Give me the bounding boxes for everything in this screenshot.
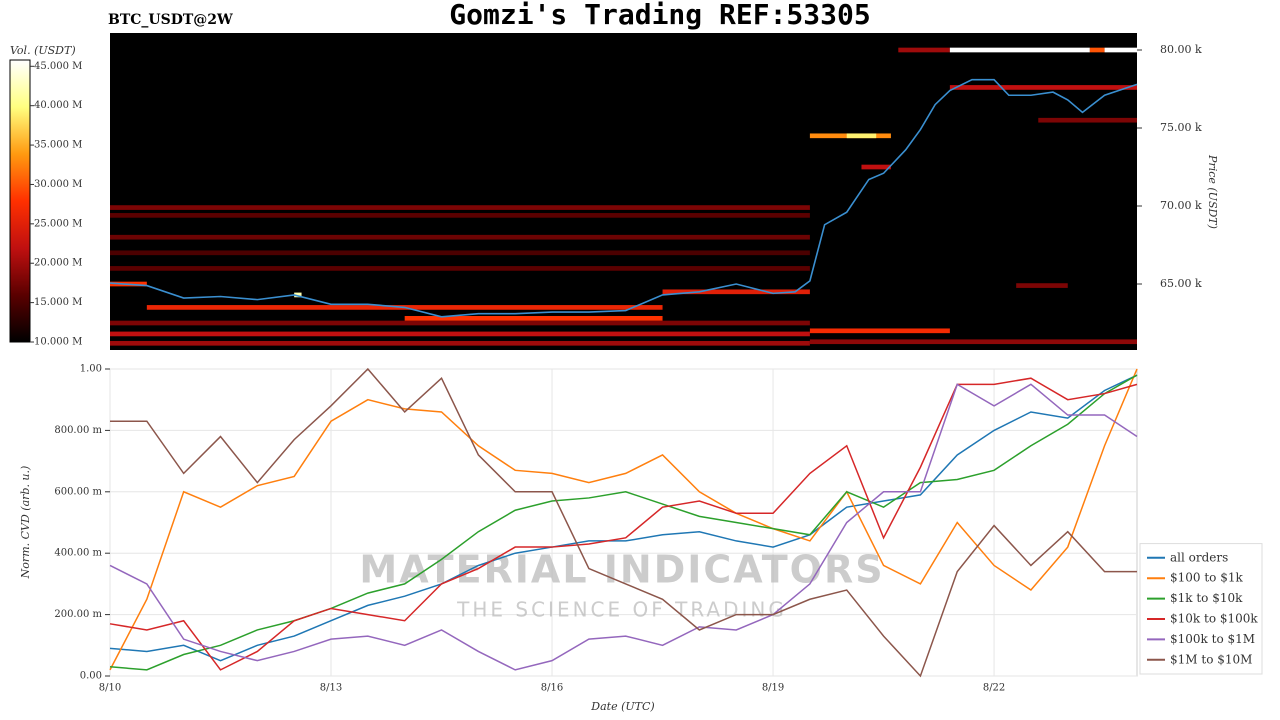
heatmap-cell <box>110 331 810 337</box>
heatmap-cell <box>949 85 1137 90</box>
y-tick-label: 65.00 k <box>1160 277 1202 290</box>
heatmap-cell <box>1038 117 1137 123</box>
heatmap-cell <box>110 320 810 326</box>
subtitle: BTC_USDT@2W <box>108 12 233 28</box>
series-line <box>110 367 1137 678</box>
series-line <box>109 374 1138 662</box>
y-tick-label: 75.00 k <box>1160 121 1202 134</box>
plot-background <box>109 368 1138 677</box>
x-axis-label: Date (UTC) <box>590 700 654 713</box>
y-tick-label: 200.00 m <box>54 609 102 620</box>
price-line <box>109 78 1138 318</box>
colorbar-tick-label: 40.000 M <box>34 100 82 111</box>
heatmap-cell <box>110 340 810 346</box>
series-line <box>109 377 1138 671</box>
colorbar-tick-label: 45.000 M <box>34 61 82 72</box>
colorbar <box>9 59 31 343</box>
x-tick-label: 8/19 <box>762 683 784 694</box>
heatmap-cell <box>110 213 810 218</box>
legend-label: all orders <box>1170 550 1228 564</box>
x-tick-label: 8/22 <box>983 683 1005 694</box>
y-tick-label: 80.00 k <box>1160 43 1202 56</box>
legend-label: $100 to $1k <box>1170 571 1243 585</box>
watermark: THE SCIENCE OF TRADING <box>456 598 787 622</box>
heatmap-cell <box>1089 47 1105 53</box>
colorbar-tick-label: 15.000 M <box>34 297 82 308</box>
series-line <box>109 374 1138 671</box>
y-axis-label: Price (USDT) <box>1206 154 1219 229</box>
heatmap-cell <box>1104 47 1137 53</box>
x-tick-label: 8/16 <box>541 683 563 694</box>
heatmap-cell <box>294 292 302 298</box>
legend-label: $1k to $10k <box>1170 591 1243 605</box>
legend-label: $1M to $10M <box>1170 652 1252 666</box>
legend-box <box>1139 543 1263 675</box>
heatmap-cell <box>1016 283 1068 288</box>
heatmap-cell <box>949 47 1090 53</box>
heatmap-cell <box>110 234 810 240</box>
heatmap-cell <box>809 328 950 334</box>
colorbar-tick-label: 20.000 M <box>34 258 82 269</box>
y-tick-label: 800.00 m <box>54 425 102 436</box>
heatmap-background <box>110 33 1137 350</box>
heatmap-cell <box>809 339 1137 345</box>
colorbar-tick-label: 30.000 M <box>34 179 82 190</box>
y-tick-label: 70.00 k <box>1160 199 1202 212</box>
heatmap-cell <box>110 250 810 256</box>
heatmap-cell <box>110 266 810 271</box>
heatmap-cell <box>662 289 810 295</box>
legend-label: $100k to $1M <box>1170 632 1255 646</box>
legend-label: $10k to $100k <box>1170 612 1258 626</box>
colorbar-tick-label: 25.000 M <box>34 218 82 229</box>
colorbar-tick-label: 35.000 M <box>34 140 82 151</box>
series-line <box>109 383 1138 671</box>
heatmap-cell <box>110 205 810 210</box>
y-axis-label: Norm. CVD (arb. u.) <box>19 466 32 580</box>
heatmap-cell <box>861 164 891 170</box>
heatmap-cell <box>898 47 950 53</box>
y-tick-label: 0.00 <box>80 671 102 682</box>
x-tick-label: 8/13 <box>320 683 342 694</box>
y-tick-label: 600.00 m <box>54 486 102 497</box>
heatmap-cell <box>404 315 663 321</box>
colorbar-tick-label: 10.000 M <box>34 337 82 348</box>
heatmap-cell <box>846 133 877 139</box>
y-tick-label: 400.00 m <box>54 548 102 559</box>
title: Gomzi's Trading REF:53305 <box>449 0 870 31</box>
y-tick-label: 1.00 <box>80 364 102 375</box>
x-tick-label: 8/10 <box>99 683 121 694</box>
colorbar-label: Vol. (USDT) <box>10 44 76 57</box>
series-line <box>109 368 1138 671</box>
